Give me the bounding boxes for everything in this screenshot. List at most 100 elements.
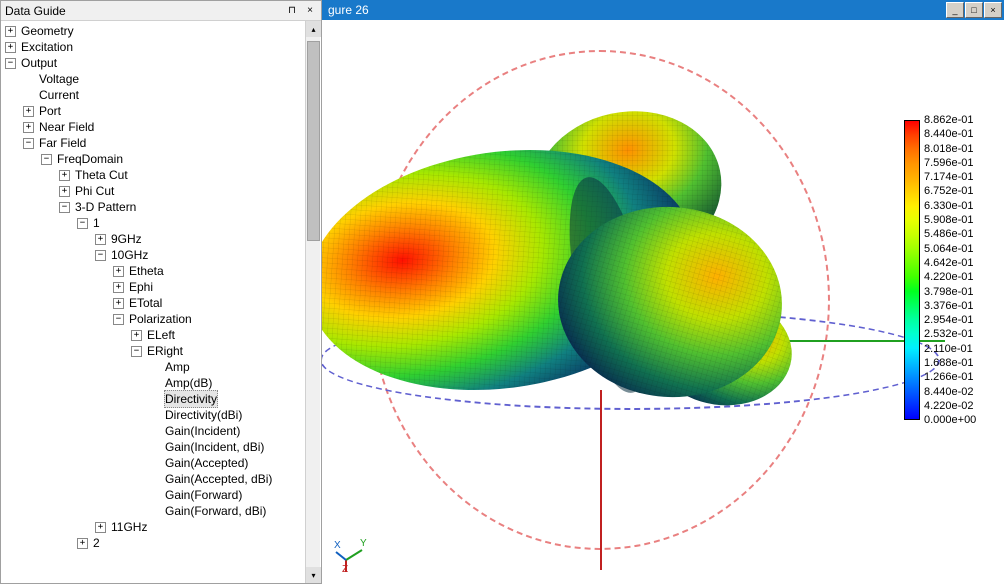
close-panel-icon[interactable]: × <box>303 4 317 18</box>
tree-node[interactable]: Gain(Incident) <box>1 423 321 439</box>
tree-node-label[interactable]: Etheta <box>128 263 165 279</box>
tree-node-label[interactable]: Excitation <box>20 39 74 55</box>
maximize-button[interactable]: □ <box>965 2 983 18</box>
tree-node-label[interactable]: Directivity <box>164 390 218 408</box>
tree-node[interactable]: Gain(Forward) <box>1 487 321 503</box>
expand-icon[interactable]: + <box>59 186 70 197</box>
tree-node[interactable]: + Theta Cut <box>1 167 321 183</box>
tree-node-label[interactable]: 11GHz <box>110 519 148 535</box>
tree-scroll-area[interactable]: +Geometry+Excitation−OutputVoltageCurren… <box>1 21 321 583</box>
expand-icon[interactable]: + <box>113 298 124 309</box>
expand-icon[interactable]: + <box>59 170 70 181</box>
tree-node[interactable]: Gain(Forward, dBi) <box>1 503 321 519</box>
tree-node-label[interactable]: Polarization <box>128 311 193 327</box>
expand-icon[interactable]: + <box>95 234 106 245</box>
expand-icon[interactable]: + <box>131 330 142 341</box>
collapse-icon[interactable]: − <box>41 154 52 165</box>
tree-node[interactable]: −ERight <box>1 343 321 359</box>
expand-icon[interactable]: + <box>23 122 34 133</box>
expand-icon[interactable]: + <box>113 266 124 277</box>
expand-icon[interactable]: + <box>95 522 106 533</box>
tree-node-label[interactable]: Theta Cut <box>74 167 129 183</box>
tree-node[interactable]: + Port <box>1 103 321 119</box>
tree-node[interactable]: −Polarization <box>1 311 321 327</box>
tree-node-label[interactable]: Phi Cut <box>74 183 115 199</box>
close-button[interactable]: × <box>984 2 1002 18</box>
colorbar-tick-label: 6.752e-01 <box>924 186 976 200</box>
tree-node[interactable]: Gain(Accepted) <box>1 455 321 471</box>
expand-icon[interactable]: + <box>113 282 124 293</box>
tree-node[interactable]: −1 <box>1 215 321 231</box>
tree-node-label[interactable]: Near Field <box>38 119 95 135</box>
tree-node[interactable]: + Excitation <box>1 39 321 55</box>
tree-node-label[interactable]: 1 <box>92 215 101 231</box>
tree-node-label[interactable]: ELeft <box>146 327 176 343</box>
tree-node-label[interactable]: 3-D Pattern <box>74 199 137 215</box>
expand-icon[interactable]: + <box>5 26 16 37</box>
tree-node[interactable]: −3-D Pattern <box>1 199 321 215</box>
tree-node[interactable]: Amp(dB) <box>1 375 321 391</box>
tree-node[interactable]: Gain(Accepted, dBi) <box>1 471 321 487</box>
tree-node[interactable]: Current <box>1 87 321 103</box>
tree-node-label[interactable]: Ephi <box>128 279 154 295</box>
tree-node[interactable]: Voltage <box>1 71 321 87</box>
tree-node-label[interactable]: Gain(Incident) <box>164 423 241 439</box>
tree-node-label[interactable]: Gain(Forward) <box>164 487 243 503</box>
tree-node[interactable]: −Output <box>1 55 321 71</box>
tree-node[interactable]: + Etheta <box>1 263 321 279</box>
tree-node-label[interactable]: FreqDomain <box>56 151 124 167</box>
collapse-icon[interactable]: − <box>23 138 34 149</box>
tree-node[interactable]: −FreqDomain <box>1 151 321 167</box>
tree-node-label[interactable]: Gain(Accepted, dBi) <box>164 471 273 487</box>
tree-node-label[interactable]: Geometry <box>20 23 75 39</box>
expand-icon[interactable]: + <box>23 106 34 117</box>
tree-node-label[interactable]: Directivity(dBi) <box>164 407 243 423</box>
scroll-thumb[interactable] <box>307 41 320 241</box>
figure-titlebar[interactable]: gure 26 _ □ × <box>322 0 1004 20</box>
scroll-up-icon[interactable]: ▴ <box>306 21 321 37</box>
collapse-icon[interactable]: − <box>77 218 88 229</box>
tree-node-label[interactable]: Gain(Incident, dBi) <box>164 439 265 455</box>
tree-node[interactable]: + Phi Cut <box>1 183 321 199</box>
scroll-down-icon[interactable]: ▾ <box>306 567 321 583</box>
tree-node[interactable]: + ELeft <box>1 327 321 343</box>
tree-node-label[interactable]: Amp(dB) <box>164 375 213 391</box>
pin-icon[interactable]: ⊓ <box>285 4 299 18</box>
tree-node-label[interactable]: Gain(Forward, dBi) <box>164 503 267 519</box>
collapse-icon[interactable]: − <box>5 58 16 69</box>
tree-node[interactable]: Amp <box>1 359 321 375</box>
tree-node-label[interactable]: Output <box>20 55 58 71</box>
tree-node[interactable]: + ETotal <box>1 295 321 311</box>
collapse-icon[interactable]: − <box>113 314 124 325</box>
plot-viewport[interactable]: X <box>322 20 1004 584</box>
tree-node-label[interactable]: Port <box>38 103 62 119</box>
tree-node[interactable]: + Geometry <box>1 23 321 39</box>
scrollbar-vertical[interactable]: ▴ ▾ <box>305 21 320 583</box>
tree-node[interactable]: Gain(Incident, dBi) <box>1 439 321 455</box>
tree-node[interactable]: Directivity(dBi) <box>1 407 321 423</box>
tree-node[interactable]: +2 <box>1 535 321 551</box>
tree-node-label[interactable]: 2 <box>92 535 101 551</box>
tree-node-label[interactable]: Gain(Accepted) <box>164 455 249 471</box>
tree-node-label[interactable]: Voltage <box>38 71 80 87</box>
tree-node-label[interactable]: 9GHz <box>110 231 143 247</box>
minimize-button[interactable]: _ <box>946 2 964 18</box>
tree-node-label[interactable]: 10GHz <box>110 247 149 263</box>
tree-node[interactable]: −10GHz <box>1 247 321 263</box>
expand-icon[interactable]: + <box>5 42 16 53</box>
tree-node[interactable]: + Near Field <box>1 119 321 135</box>
collapse-icon[interactable]: − <box>95 250 106 261</box>
tree-node-label[interactable]: Amp <box>164 359 191 375</box>
collapse-icon[interactable]: − <box>131 346 142 357</box>
tree-node[interactable]: Directivity <box>1 391 321 407</box>
tree-node[interactable]: +9GHz <box>1 231 321 247</box>
tree-node-label[interactable]: Current <box>38 87 80 103</box>
tree-node[interactable]: −Far Field <box>1 135 321 151</box>
tree-node[interactable]: + Ephi <box>1 279 321 295</box>
collapse-icon[interactable]: − <box>59 202 70 213</box>
expand-icon[interactable]: + <box>77 538 88 549</box>
tree-node[interactable]: +11GHz <box>1 519 321 535</box>
tree-node-label[interactable]: ETotal <box>128 295 163 311</box>
tree-node-label[interactable]: ERight <box>146 343 184 359</box>
tree-node-label[interactable]: Far Field <box>38 135 87 151</box>
